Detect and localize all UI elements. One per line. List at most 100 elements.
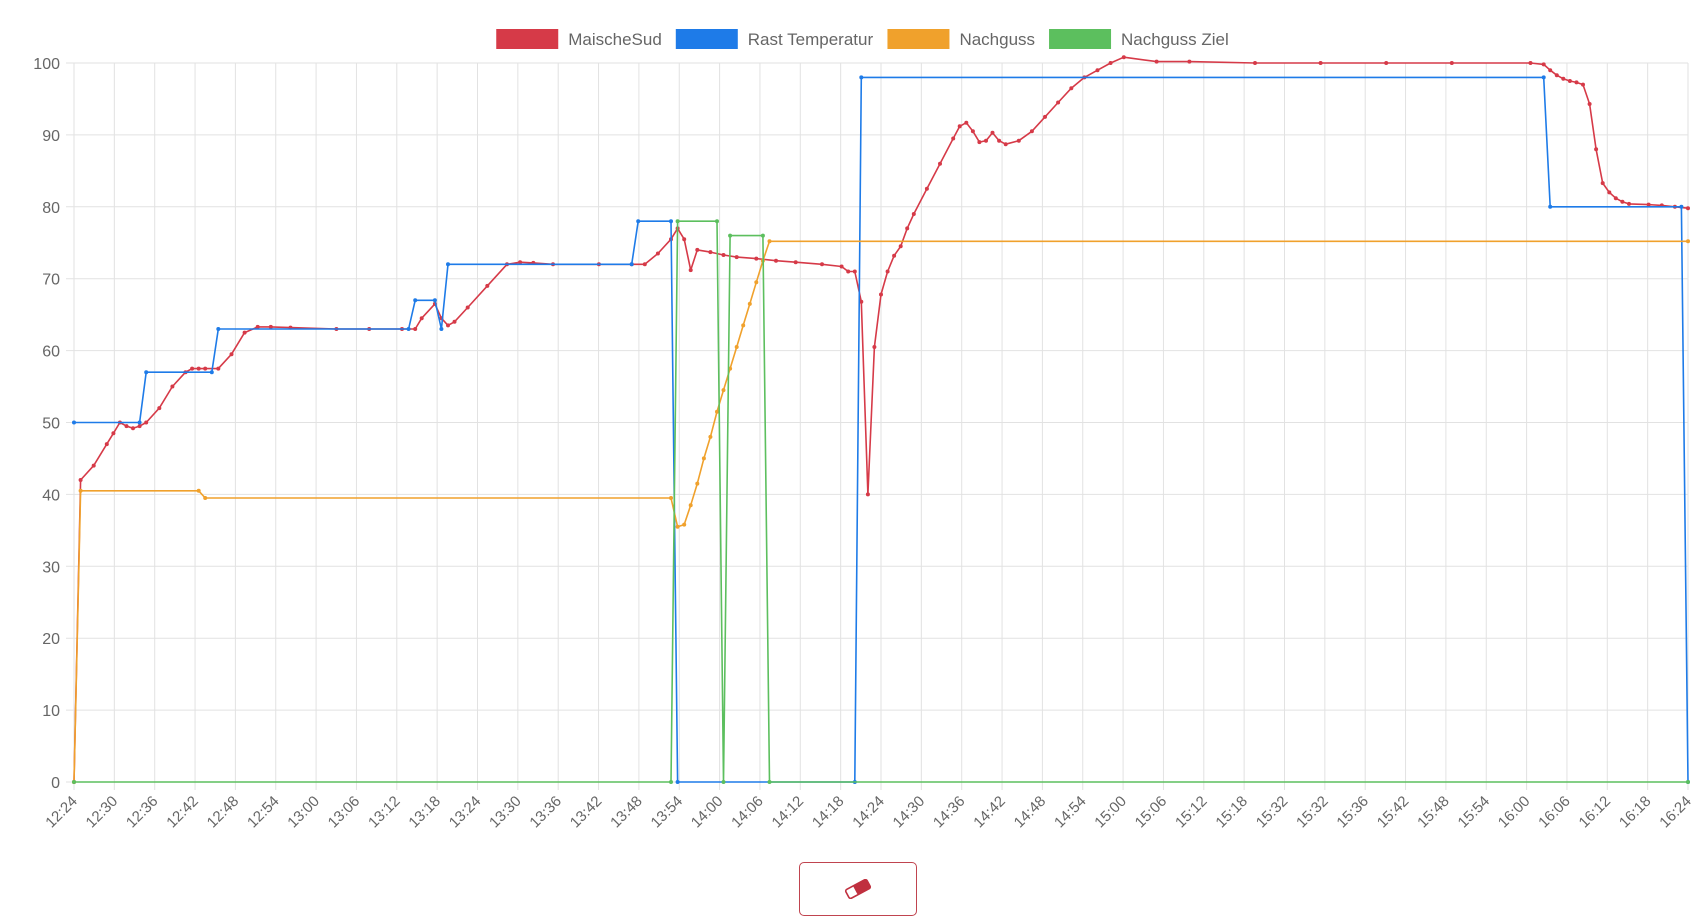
legend-item[interactable]: MaischeSud [496, 29, 662, 49]
y-tick-label: 80 [42, 200, 60, 217]
data-point [91, 463, 96, 468]
data-point [1627, 201, 1631, 206]
x-tick-label: 14:06 [728, 793, 767, 832]
data-point [747, 301, 752, 306]
data-point [413, 298, 418, 303]
data-point [669, 496, 673, 500]
data-point [157, 406, 162, 411]
legend-label: Nachguss [959, 30, 1035, 49]
eraser-icon [844, 879, 872, 899]
data-point [1253, 61, 1257, 65]
data-point [432, 298, 437, 303]
x-tick-label: 13:48 [607, 793, 646, 832]
data-point [1646, 202, 1651, 207]
data-point [957, 124, 962, 129]
data-point [951, 136, 956, 141]
data-point [1069, 86, 1074, 91]
data-point [1686, 239, 1690, 244]
data-point [721, 253, 726, 257]
data-point [216, 366, 221, 371]
legend-swatch [887, 29, 950, 49]
x-tick-label: 13:06 [325, 793, 364, 832]
x-tick-label: 13:36 [526, 793, 565, 832]
clear-chart-button[interactable] [799, 862, 917, 916]
data-point [72, 420, 76, 425]
data-point [774, 258, 778, 263]
data-point [728, 233, 733, 238]
data-point [767, 239, 772, 244]
data-point [1607, 190, 1612, 195]
data-point [1541, 75, 1546, 80]
data-point [964, 120, 969, 125]
y-tick-label: 0 [51, 775, 60, 792]
x-tick-label: 12:24 [42, 793, 81, 832]
data-point [196, 488, 201, 493]
data-point [682, 522, 687, 527]
data-point [629, 262, 634, 267]
data-point [938, 161, 942, 166]
data-point [1561, 76, 1566, 81]
data-point [708, 434, 713, 439]
data-point [879, 292, 883, 297]
x-tick-label: 16:06 [1535, 793, 1574, 832]
data-point [852, 269, 857, 274]
legend-item[interactable]: Nachguss Ziel [1049, 29, 1229, 49]
x-tick-label: 14:24 [849, 793, 888, 832]
data-point [741, 323, 746, 328]
y-tick-label: 30 [42, 559, 60, 576]
data-point [682, 237, 687, 242]
y-tick-label: 100 [33, 56, 60, 73]
legend-label: Rast Temperatur [748, 30, 874, 49]
legend-label: MaischeSud [568, 30, 662, 49]
data-point [1567, 79, 1572, 83]
x-tick-label: 14:54 [1051, 793, 1090, 832]
x-tick-label: 16:00 [1495, 793, 1534, 832]
data-point [196, 366, 201, 371]
data-point [1384, 61, 1389, 65]
data-point [137, 420, 142, 425]
chart-series [72, 55, 1690, 784]
x-tick-label: 13:54 [648, 793, 687, 832]
data-point [715, 409, 719, 414]
data-point [406, 327, 411, 331]
x-tick-label: 15:42 [1374, 793, 1413, 832]
data-point [846, 269, 851, 274]
data-point [1686, 206, 1690, 211]
data-point [255, 324, 260, 329]
legend-item[interactable]: Nachguss [887, 29, 1035, 49]
data-point [990, 130, 995, 135]
data-point [669, 780, 673, 784]
data-point [144, 370, 149, 375]
data-point [675, 219, 680, 224]
data-point [131, 426, 135, 431]
data-point [984, 138, 988, 143]
y-tick-label: 40 [42, 487, 60, 504]
x-tick-label: 15:48 [1414, 793, 1453, 832]
data-point [1003, 142, 1008, 147]
data-point [1095, 68, 1100, 73]
legend-swatch [496, 29, 559, 49]
data-point [734, 345, 739, 349]
x-tick-label: 15:36 [1333, 793, 1372, 832]
data-point [1548, 204, 1553, 209]
data-point [1528, 61, 1533, 65]
data-point [485, 283, 490, 288]
data-point [675, 524, 680, 529]
data-point [688, 503, 693, 508]
data-point [203, 366, 208, 371]
data-point [859, 299, 864, 304]
data-point [892, 253, 897, 258]
chart-legend[interactable]: MaischeSud Rast Temperatur Nachguss Nachgus… [496, 29, 1229, 49]
x-tick-label: 13:00 [284, 793, 323, 832]
x-tick-label: 16:18 [1616, 793, 1655, 832]
legend-item[interactable]: Rast Temperatur [675, 29, 874, 49]
data-point [859, 75, 864, 80]
data-point [754, 280, 759, 285]
data-point [1108, 61, 1113, 65]
x-tick-label: 14:00 [688, 793, 727, 832]
data-point [170, 384, 175, 389]
data-point [885, 269, 890, 274]
data-point [669, 219, 673, 224]
data-point [203, 496, 208, 500]
data-point [1016, 138, 1021, 143]
